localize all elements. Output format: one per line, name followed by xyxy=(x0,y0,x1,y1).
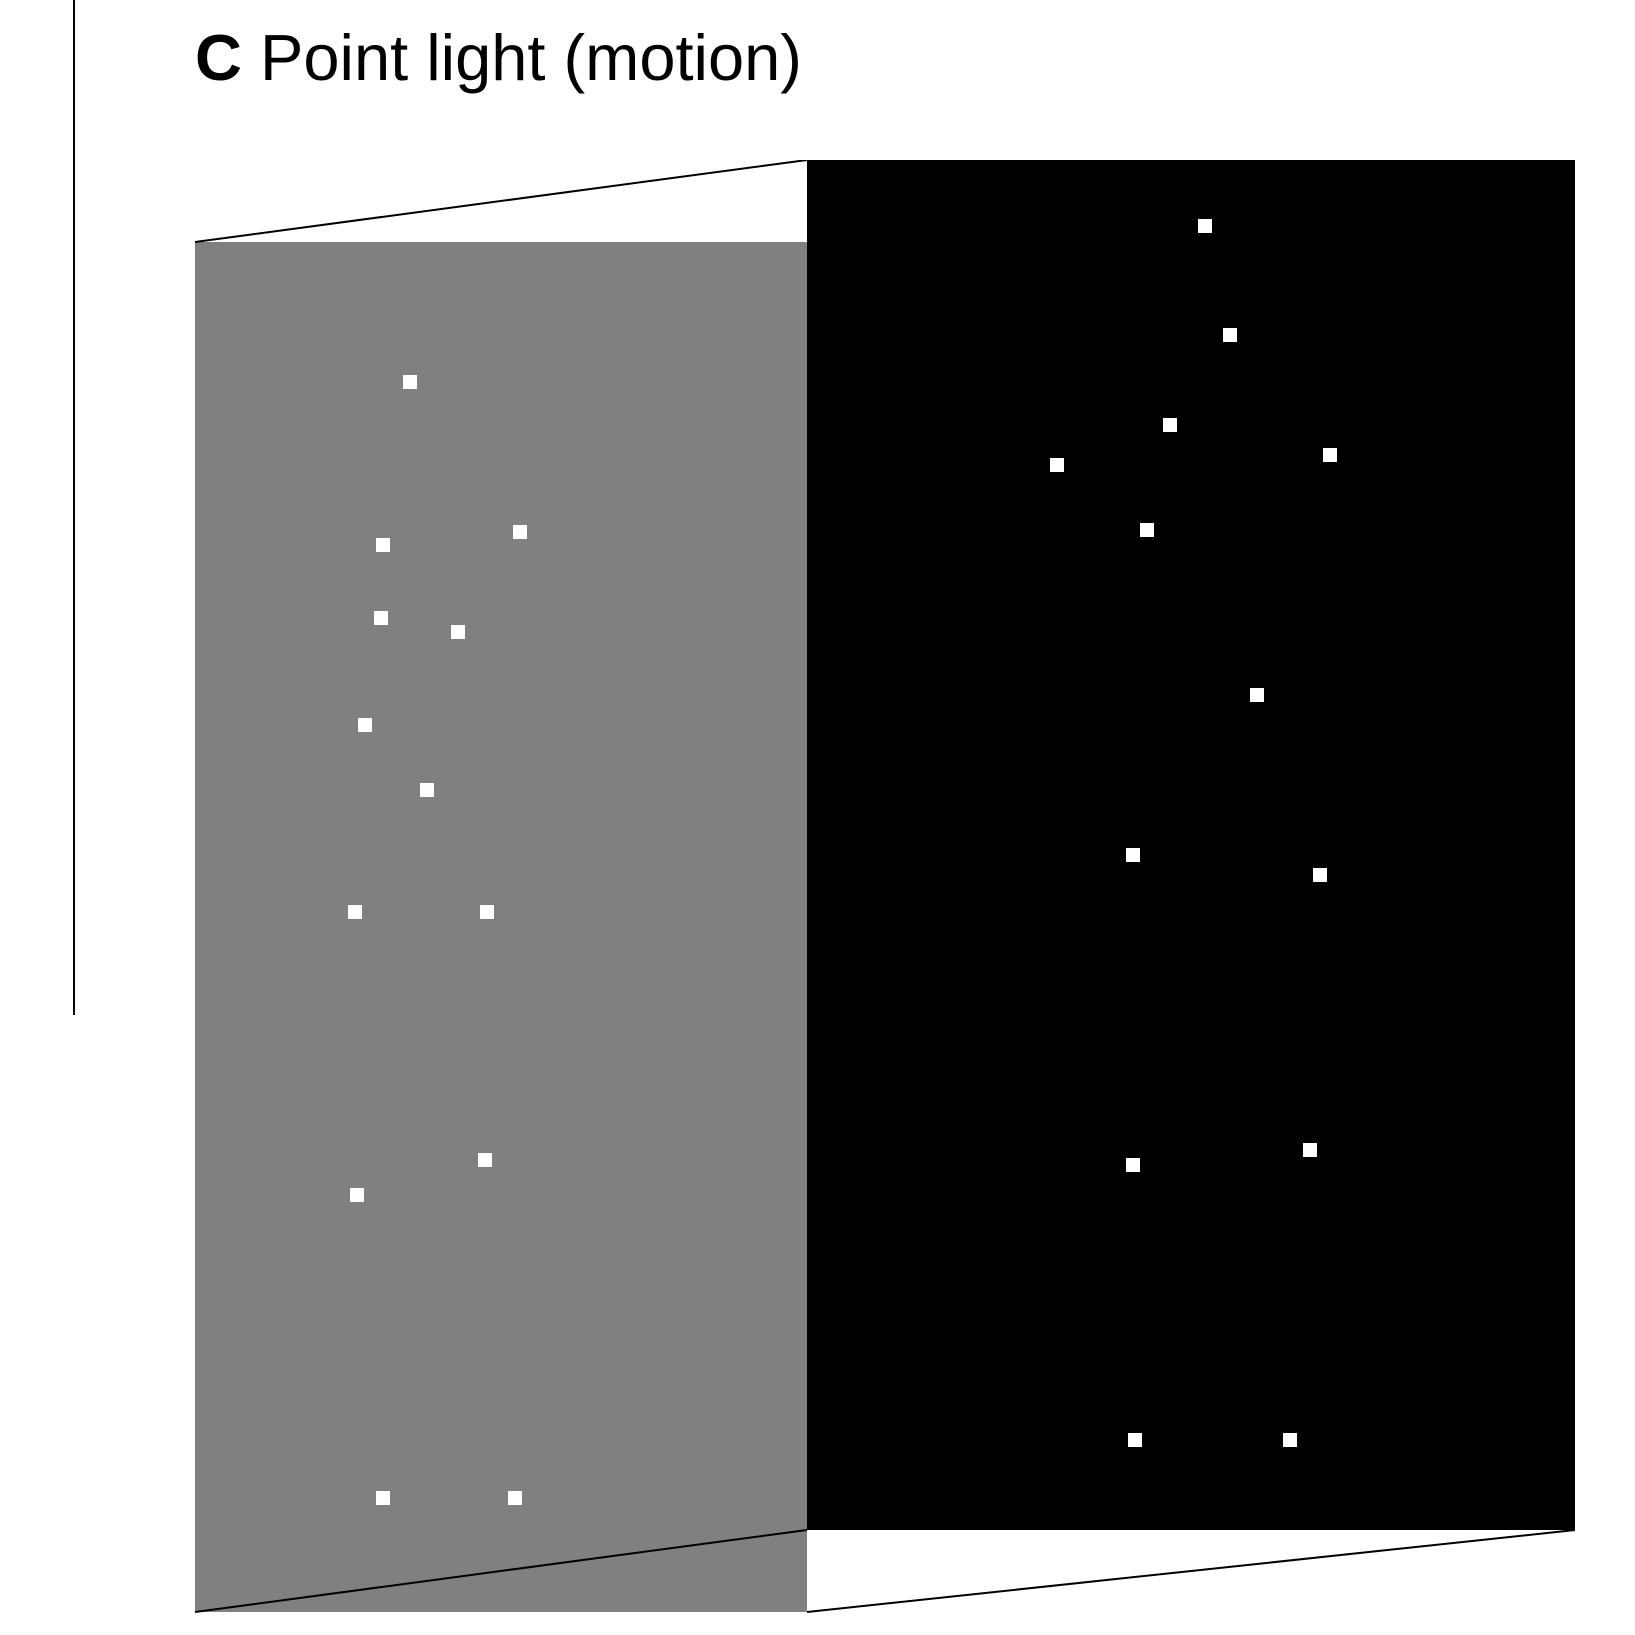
front-dot xyxy=(1313,868,1327,882)
diagram-svg xyxy=(195,160,1575,1630)
top-perspective-line xyxy=(195,160,807,242)
panel-title: C Point light (motion) xyxy=(195,20,802,95)
back-dot xyxy=(478,1153,492,1167)
point-light-diagram xyxy=(195,160,1575,1630)
panel-label: Point light (motion) xyxy=(260,21,802,94)
front-dot xyxy=(1283,1433,1297,1447)
back-panel xyxy=(195,242,807,1612)
back-dot xyxy=(403,375,417,389)
bottom-right-perspective-line xyxy=(807,1530,1575,1612)
front-dot xyxy=(1126,1158,1140,1172)
back-dot xyxy=(420,783,434,797)
panel-letter: C xyxy=(195,21,242,94)
front-dot xyxy=(1303,1143,1317,1157)
back-dot xyxy=(348,905,362,919)
front-dot xyxy=(1126,848,1140,862)
back-dot xyxy=(358,718,372,732)
front-dot xyxy=(1140,523,1154,537)
front-dot xyxy=(1050,458,1064,472)
front-dot xyxy=(1250,688,1264,702)
left-border-line xyxy=(73,0,75,1015)
front-dot xyxy=(1128,1433,1142,1447)
back-dot xyxy=(508,1491,522,1505)
front-dot xyxy=(1163,418,1177,432)
back-dot xyxy=(374,611,388,625)
back-dot xyxy=(376,538,390,552)
back-dot xyxy=(376,1491,390,1505)
front-panel xyxy=(807,160,1575,1530)
front-dot xyxy=(1198,219,1212,233)
back-dot xyxy=(350,1188,364,1202)
front-dot xyxy=(1223,328,1237,342)
back-dot xyxy=(451,625,465,639)
back-dot xyxy=(480,905,494,919)
front-dot xyxy=(1323,448,1337,462)
back-dot xyxy=(513,525,527,539)
